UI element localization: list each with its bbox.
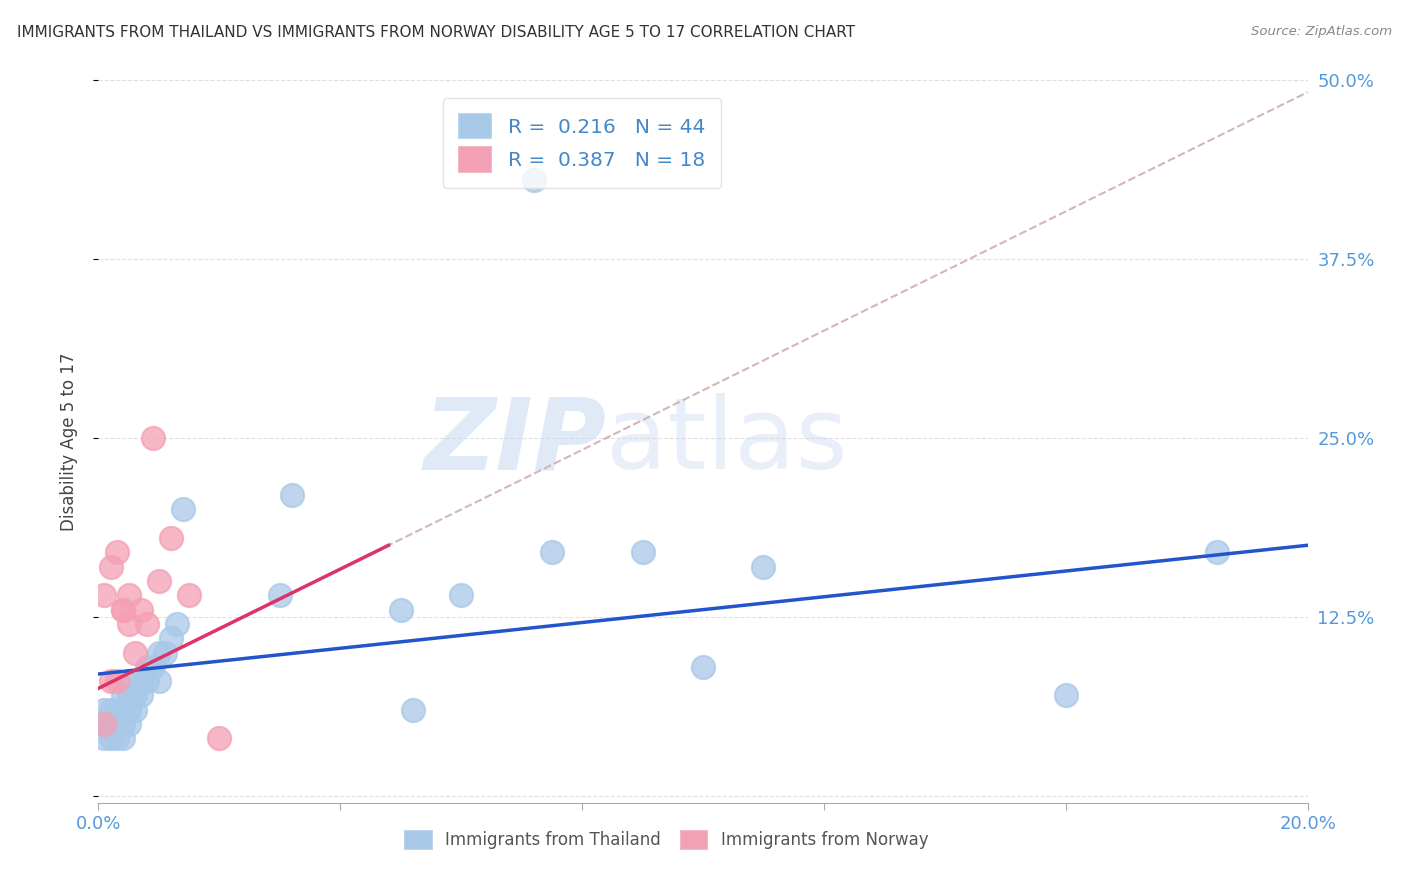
Point xyxy=(142,431,165,445)
Point xyxy=(100,717,122,731)
Point xyxy=(523,173,546,187)
Point xyxy=(160,632,183,646)
Point xyxy=(142,660,165,674)
Point xyxy=(118,689,141,703)
Point xyxy=(692,660,714,674)
Legend: Immigrants from Thailand, Immigrants from Norway: Immigrants from Thailand, Immigrants fro… xyxy=(398,824,935,856)
Point xyxy=(118,588,141,602)
Point xyxy=(100,674,122,689)
Point xyxy=(179,588,201,602)
Point xyxy=(100,717,122,731)
Point xyxy=(135,674,157,689)
Point xyxy=(129,602,152,616)
Point xyxy=(540,545,562,559)
Point xyxy=(166,617,188,632)
Point xyxy=(118,617,141,632)
Point xyxy=(124,646,146,660)
Point xyxy=(118,703,141,717)
Point xyxy=(118,674,141,689)
Text: atlas: atlas xyxy=(606,393,848,490)
Point xyxy=(100,559,122,574)
Point xyxy=(111,703,134,717)
Point xyxy=(160,531,183,545)
Point xyxy=(148,646,170,660)
Point xyxy=(208,731,231,746)
Point xyxy=(135,617,157,632)
Point xyxy=(93,588,115,602)
Point xyxy=(111,717,134,731)
Point xyxy=(100,703,122,717)
Point xyxy=(129,689,152,703)
Point xyxy=(111,602,134,616)
Point xyxy=(105,703,128,717)
Point xyxy=(1054,689,1077,703)
Point xyxy=(172,502,194,516)
Point xyxy=(281,488,304,502)
Point xyxy=(148,574,170,588)
Text: IMMIGRANTS FROM THAILAND VS IMMIGRANTS FROM NORWAY DISABILITY AGE 5 TO 17 CORREL: IMMIGRANTS FROM THAILAND VS IMMIGRANTS F… xyxy=(17,25,855,40)
Point xyxy=(148,674,170,689)
Point xyxy=(269,588,291,602)
Point xyxy=(752,559,775,574)
Point xyxy=(631,545,654,559)
Point xyxy=(1206,545,1229,559)
Point xyxy=(100,731,122,746)
Text: Source: ZipAtlas.com: Source: ZipAtlas.com xyxy=(1251,25,1392,38)
Point xyxy=(93,717,115,731)
Point xyxy=(124,703,146,717)
Point xyxy=(135,660,157,674)
Point xyxy=(93,703,115,717)
Point xyxy=(105,717,128,731)
Point xyxy=(450,588,472,602)
Y-axis label: Disability Age 5 to 17: Disability Age 5 to 17 xyxy=(59,352,77,531)
Point xyxy=(93,731,115,746)
Point xyxy=(129,674,152,689)
Point xyxy=(93,717,115,731)
Point xyxy=(402,703,425,717)
Point xyxy=(124,689,146,703)
Point xyxy=(105,674,128,689)
Point xyxy=(389,602,412,616)
Point xyxy=(118,717,141,731)
Point xyxy=(111,689,134,703)
Point xyxy=(105,545,128,559)
Point xyxy=(111,731,134,746)
Point xyxy=(153,646,176,660)
Point xyxy=(105,731,128,746)
Text: ZIP: ZIP xyxy=(423,393,606,490)
Point xyxy=(111,602,134,616)
Point xyxy=(105,717,128,731)
